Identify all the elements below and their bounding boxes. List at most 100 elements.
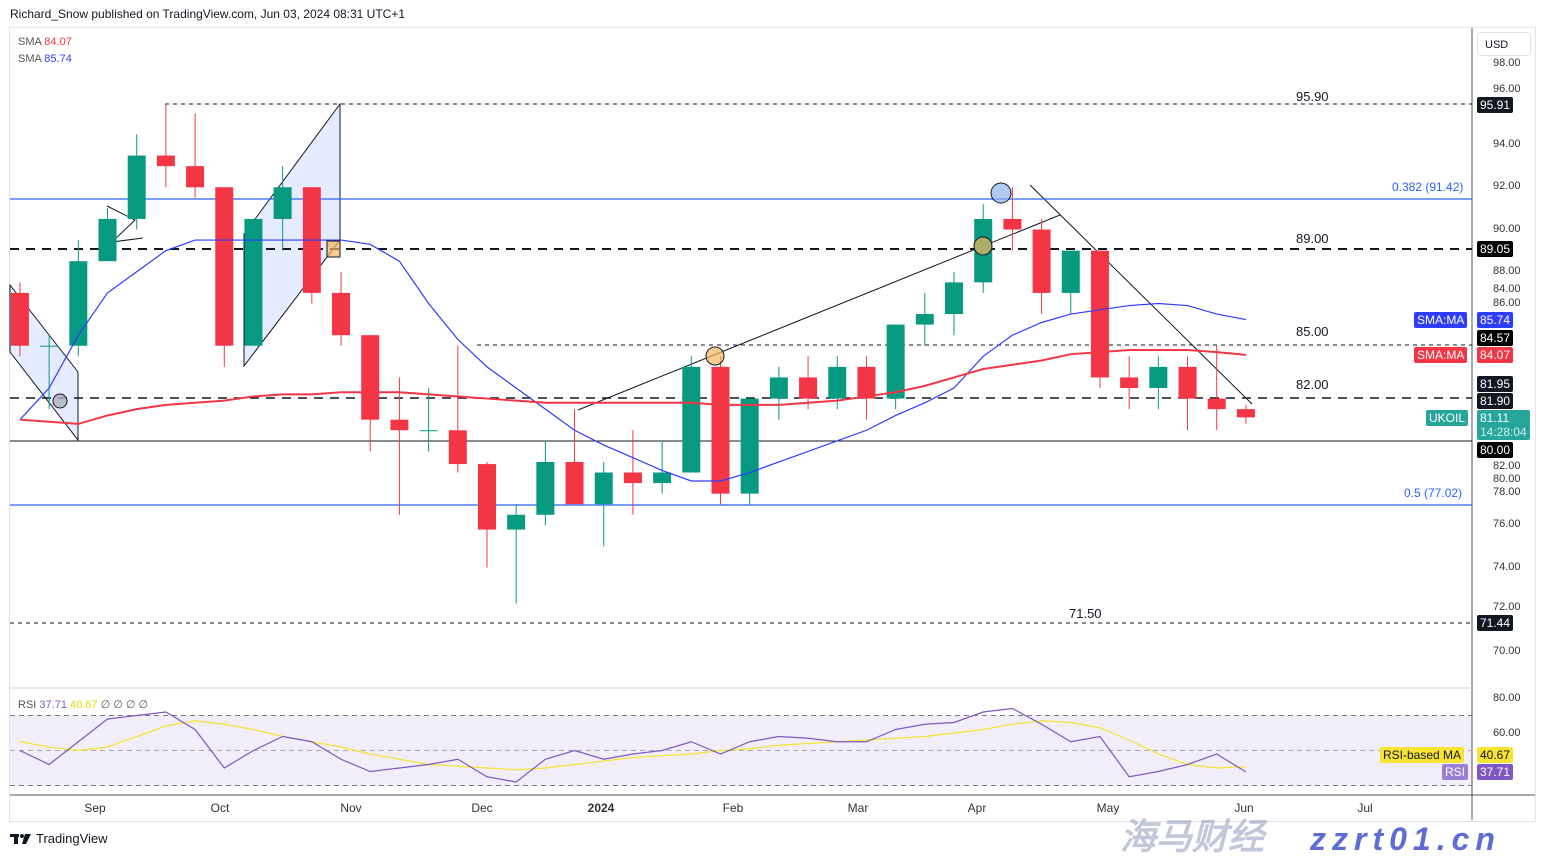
candle-body	[1236, 409, 1255, 418]
highlight-circle-grey[interactable]	[52, 393, 68, 409]
watermark-url: zzrt01.cn	[1310, 821, 1501, 857]
candle-body	[1120, 377, 1139, 388]
candle	[1003, 187, 1022, 251]
candle	[10, 282, 29, 357]
price-label: 89.05	[1477, 241, 1514, 257]
highlight-circle-orange[interactable]	[973, 236, 993, 256]
candle	[945, 271, 964, 336]
candle-body	[186, 166, 205, 188]
tradingview-brand: TradingView	[36, 831, 108, 846]
candle	[536, 440, 555, 526]
fib-label: 0.382 (91.42)	[1392, 180, 1464, 194]
watermark-cn: 海马财经	[1120, 816, 1265, 857]
candle-body	[1032, 229, 1051, 293]
candle	[98, 208, 117, 262]
tradingview-logo[interactable]: TradingView	[10, 831, 108, 846]
rsi-ma-line	[19, 720, 1246, 771]
candle-body	[565, 461, 584, 505]
candle	[244, 218, 263, 346]
price-tick: 88.00	[1493, 264, 1521, 277]
pennant-drawing[interactable]	[106, 205, 144, 243]
sma-label: SMA	[18, 36, 42, 48]
highlight-circle-orange[interactable]	[705, 346, 725, 366]
candle	[682, 356, 701, 473]
price-tick: 94.00	[1493, 138, 1521, 150]
last-price-label: 81.11 14:28:04	[1477, 410, 1530, 440]
candle-body	[361, 335, 380, 420]
candle-body	[653, 472, 672, 484]
candle	[419, 387, 438, 452]
last-price: 81.11	[1480, 411, 1510, 425]
rsi-name: RSI	[18, 699, 37, 711]
price-tick: 70.00	[1493, 645, 1521, 658]
candle	[1178, 356, 1197, 431]
price-tick: 92.00	[1493, 180, 1521, 193]
rsi-tick: 60.00	[1493, 727, 1521, 739]
price-label: 81.95	[1477, 376, 1514, 392]
bar-countdown: 14:28:04	[1480, 425, 1527, 439]
candle	[390, 377, 409, 515]
rsi-legend-extras: ∅ ∅ ∅ ∅	[100, 699, 149, 711]
candle-body	[536, 461, 555, 515]
time-label: Nov	[340, 801, 362, 815]
price-tick: 96.00	[1493, 82, 1521, 95]
price-tick: 74.00	[1493, 560, 1521, 573]
time-label: Dec	[471, 801, 493, 815]
candle	[361, 335, 380, 452]
price-tick: 80.00	[1493, 472, 1521, 485]
price-label: 81.90	[1477, 393, 1514, 409]
indicator-lines-group	[19, 239, 1247, 783]
time-label: Jun	[1234, 801, 1254, 815]
time-label: Oct	[210, 801, 230, 815]
candle-body	[477, 464, 496, 530]
candle-body	[886, 324, 905, 399]
time-label: Mar	[847, 801, 869, 815]
rsi-tick: 80.00	[1493, 692, 1521, 704]
price-tick: 72.00	[1493, 600, 1521, 613]
sma200-tag: SMA:MA	[1414, 347, 1468, 363]
candle	[186, 113, 205, 198]
time-label: May	[1096, 801, 1120, 815]
candle-body	[769, 377, 788, 399]
candle-body	[1178, 366, 1197, 399]
sma200-line	[19, 348, 1247, 425]
chart-frame	[9, 27, 1536, 822]
price-label: 80.00	[1477, 442, 1514, 458]
candle	[215, 187, 234, 367]
rsi-tag: RSI	[1442, 764, 1469, 780]
price-tick: 98.00	[1493, 57, 1521, 70]
candle	[1207, 345, 1226, 431]
currency-button[interactable]: USD	[1477, 32, 1531, 56]
candle-body	[419, 430, 438, 432]
candle-body	[857, 366, 876, 399]
candle	[1149, 356, 1168, 410]
sma200-price-label: 84.07	[1477, 347, 1514, 363]
rsi-legend-value: 37.71	[39, 699, 67, 711]
candle	[1120, 356, 1139, 410]
level-label: 89.00	[1296, 231, 1329, 246]
time-label: 2024	[587, 801, 615, 815]
sma50-line	[19, 239, 1247, 482]
candle	[1061, 250, 1080, 315]
time-label: Apr	[967, 801, 987, 815]
level-label: 71.50	[1069, 606, 1102, 621]
price-tick: 82.00	[1493, 459, 1521, 472]
falling-trendline[interactable]	[1029, 184, 1253, 405]
highlight-box-orange[interactable]	[326, 240, 341, 258]
rsi-line	[19, 707, 1247, 783]
candle-body	[40, 345, 59, 347]
sma50-value: 85.74	[44, 53, 72, 65]
candle	[477, 461, 496, 568]
candle-body	[594, 472, 613, 505]
candle	[594, 461, 613, 547]
candle	[740, 398, 759, 505]
candle-body	[1149, 366, 1168, 388]
candle	[156, 104, 175, 188]
price-tick: 84.00	[1493, 283, 1521, 296]
highlight-circle-blue[interactable]	[990, 182, 1012, 204]
sma-label: SMA	[18, 53, 42, 65]
candle	[886, 324, 905, 410]
symbol-tag: UKOIL	[1426, 410, 1469, 426]
price-label: 84.57	[1477, 330, 1514, 346]
